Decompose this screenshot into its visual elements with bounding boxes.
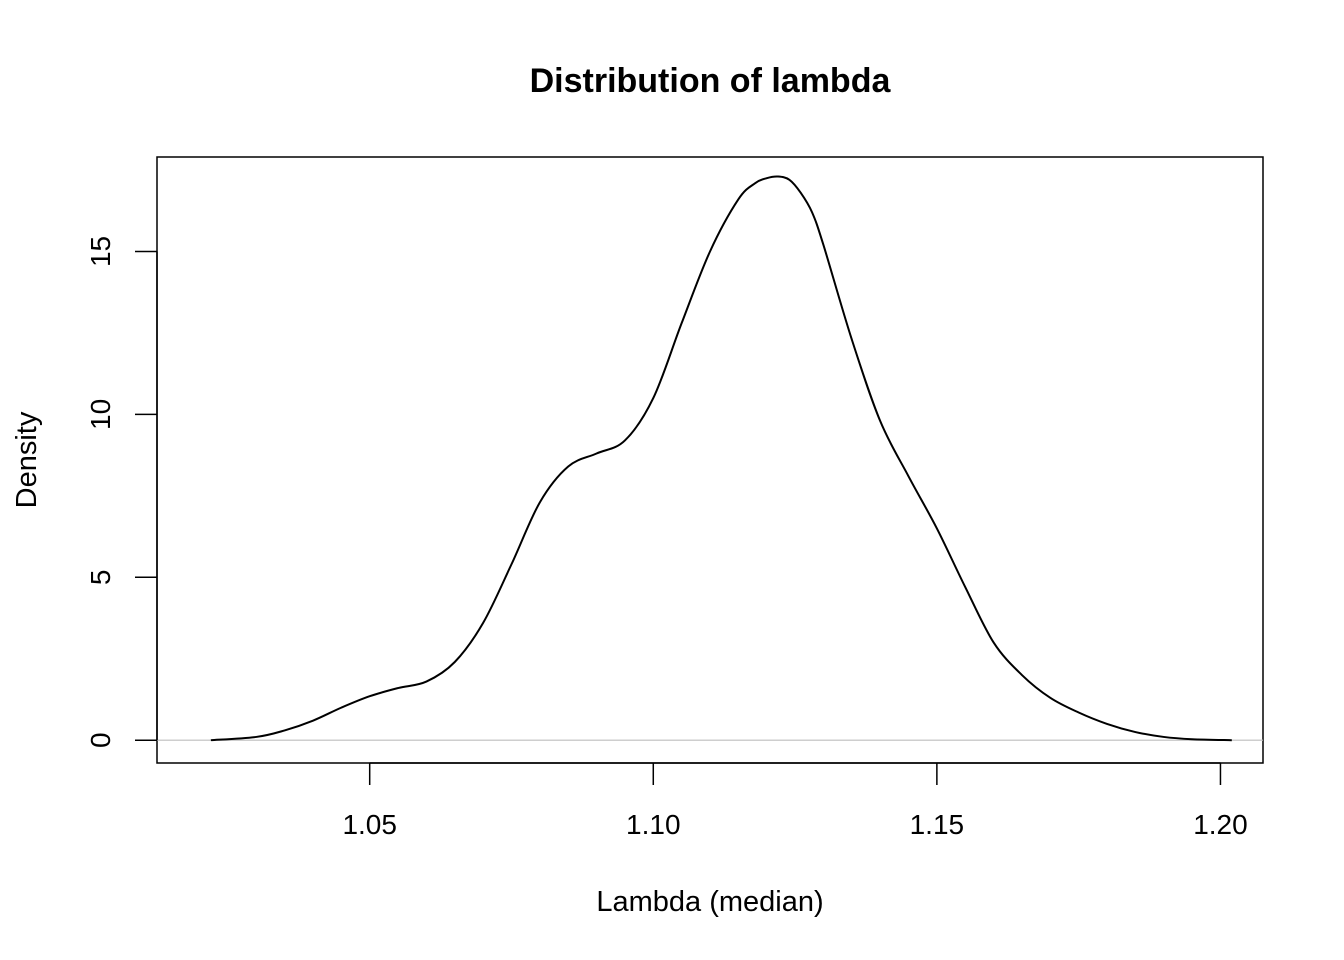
chart-title: Distribution of lambda [530, 62, 892, 100]
y-tick-label: 5 [85, 570, 116, 586]
y-tick-label: 10 [85, 399, 116, 430]
y-tick-label: 15 [85, 236, 116, 267]
x-tick-label: 1.05 [342, 809, 397, 840]
x-axis: 1.05 1.10 1.15 1.20 [342, 762, 1248, 840]
y-tick-label: 0 [85, 732, 116, 748]
x-tick-label: 1.10 [626, 809, 681, 840]
x-tick-label: 1.15 [910, 809, 965, 840]
y-axis: 0 5 10 15 [85, 236, 158, 748]
density-curve-group [210, 175, 1232, 742]
x-tick-label: 1.20 [1193, 809, 1248, 840]
density-curve [210, 175, 1232, 742]
x-axis-label: Lambda (median) [596, 886, 823, 918]
plot-frame [156, 156, 1264, 764]
y-axis-label: Density [11, 411, 43, 508]
